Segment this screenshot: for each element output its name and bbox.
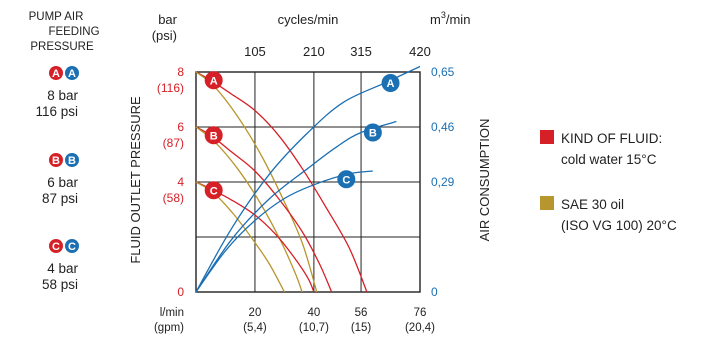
- badge-air-c: C: [337, 170, 356, 189]
- left-tick-label-3: 0: [177, 285, 184, 299]
- right-axis-unit: m3/min: [430, 10, 470, 27]
- side-badge-red: [49, 153, 63, 167]
- side-badge-red-letter: A: [52, 68, 60, 80]
- legend-water-line-1: KIND OF FLUID:: [561, 131, 662, 146]
- badge-letter: B: [210, 130, 218, 142]
- legend-oil-line-1: SAE 30 oil: [561, 197, 624, 212]
- legend-water-line-2: cold water 15°C: [561, 152, 657, 167]
- right-tick-label-1: 0,46: [431, 120, 455, 134]
- right-axis-title: AIR CONSUMPTION: [477, 119, 492, 242]
- side-psi-value: 87 psi: [42, 191, 78, 206]
- top-tick-label-0: 105: [244, 44, 266, 59]
- top-tick-label-1: 210: [303, 44, 325, 59]
- left-tick-label-1: 6: [177, 120, 184, 134]
- badge-circle: [363, 123, 382, 142]
- legend-swatch-oil: [540, 196, 554, 210]
- side-header-line-3: PRESSURE: [30, 41, 94, 53]
- bottom-tick-label-2: 56: [355, 307, 368, 319]
- left-tick-label-0: 8: [177, 65, 184, 79]
- right-tick-label-0: 0,65: [431, 65, 455, 79]
- series-line-air-b: [195, 120, 397, 293]
- badge-circle: [204, 181, 223, 200]
- left-axis-title: FLUID OUTLET PRESSURE: [128, 96, 143, 264]
- right-tick-label-3: 0: [431, 285, 438, 299]
- badge-water-b: B: [204, 126, 223, 145]
- side-psi-value: 116 psi: [35, 104, 78, 119]
- badge-letter: C: [210, 185, 218, 197]
- badge-water-a: A: [204, 71, 223, 90]
- side-badge-red: [49, 66, 63, 80]
- side-badge-blue-letter: B: [68, 155, 76, 167]
- side-badge-blue: [65, 153, 79, 167]
- legend-oil-line-2: (ISO VG 100) 20°C: [561, 218, 677, 233]
- bottom-tick-label-0: 20: [249, 307, 262, 319]
- bottom-tick-sub-0: (5,4): [243, 322, 267, 334]
- side-badge-blue: [65, 239, 79, 253]
- bottom-tick-sub-1: (10,7): [299, 322, 329, 334]
- right-axis-unit-base: m: [430, 12, 441, 27]
- badge-letter: A: [387, 78, 395, 90]
- series: [195, 65, 421, 293]
- badge-circle: [204, 126, 223, 145]
- right-axis-unit-tail: /min: [446, 12, 471, 27]
- left-axis-unit-psi: (psi): [152, 28, 177, 43]
- bottom-axis-unit: l/min: [160, 307, 184, 319]
- badge-water-c: C: [204, 181, 223, 200]
- side-badge-blue: [65, 66, 79, 80]
- left-tick-sub-1: (87): [163, 136, 184, 150]
- badge-letter: C: [342, 174, 350, 186]
- badge-letter: A: [210, 75, 218, 87]
- bottom-tick-sub-2: (15): [351, 322, 372, 334]
- side-bar-value: 8 bar: [47, 88, 78, 103]
- curve-badges: A B C A B C: [204, 71, 400, 200]
- badge-air-b: B: [363, 123, 382, 142]
- side-header-line-1: PUMP AIR: [29, 11, 84, 23]
- bottom-tick-label-3: 76: [414, 307, 427, 319]
- badge-air-a: A: [381, 74, 400, 92]
- top-tick-label-2: 315: [350, 44, 372, 59]
- badge-circle: [337, 170, 356, 189]
- left-axis-unit: bar: [158, 12, 177, 27]
- side-bar-value: 6 bar: [47, 175, 78, 190]
- side-badge-blue-letter: A: [68, 68, 76, 80]
- legend-swatch-water: [540, 130, 554, 144]
- bottom-axis-unit-gpm: (gpm): [154, 322, 184, 334]
- right-tick-label-2: 0,29: [431, 175, 455, 189]
- side-badge-blue-letter: C: [68, 241, 76, 253]
- bottom-tick-label-1: 40: [307, 307, 320, 319]
- bottom-tick-sub-3: (20,4): [405, 322, 435, 334]
- top-axis-title: cycles/min: [278, 12, 339, 27]
- side-badge-red-letter: C: [52, 241, 60, 253]
- badge-circle: [204, 71, 223, 90]
- left-tick-sub-0: (116): [157, 81, 184, 95]
- badge-letter: B: [369, 128, 377, 140]
- side-badge-red: [49, 239, 63, 253]
- side-bar-value: 4 bar: [47, 261, 78, 276]
- side-psi-value: 58 psi: [42, 277, 78, 292]
- axis-ticks: 8 (116) 6 (87) 4 (58) 0 0,65 0,46 0,29 0 105 210 315 4…: [157, 44, 455, 334]
- side-header-line-2: FEEDING: [48, 26, 99, 38]
- legend: KIND OF FLUID: cold water 15°C SAE 30 oi…: [540, 130, 677, 233]
- left-tick-label-2: 4: [177, 175, 184, 189]
- left-tick-sub-2: (58): [163, 191, 184, 205]
- badge-circle: [381, 74, 400, 92]
- side-badge-red-letter: B: [52, 155, 60, 167]
- right-axis-unit-sup: 3: [441, 10, 446, 20]
- top-tick-label-3: 420: [409, 44, 431, 59]
- series-line-air-a: [195, 65, 421, 293]
